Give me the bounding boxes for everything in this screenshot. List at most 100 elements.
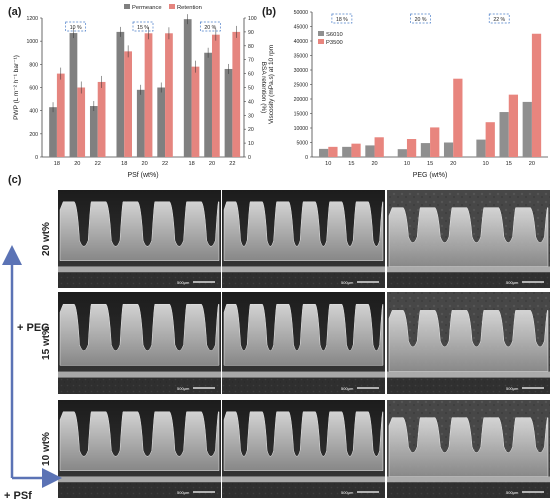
permeance-bar <box>224 68 233 157</box>
x-tick-label: 10 <box>325 161 331 167</box>
legend-label-s6010: S6010 <box>326 32 343 38</box>
x-tick-label: 22 <box>162 161 168 167</box>
y2-tick-label: 20 <box>248 127 254 133</box>
p3500-bar <box>485 122 495 157</box>
retention-bar <box>144 33 153 157</box>
peg-tag-box <box>199 21 221 32</box>
y-tick-label: 800 <box>29 62 38 68</box>
substrate-texture <box>387 272 550 288</box>
s6010-bar <box>443 142 454 157</box>
panel-b-label: (b) <box>262 6 276 18</box>
p3500-bar <box>351 143 361 157</box>
x-tick-label: 20 <box>209 161 215 167</box>
scale-bar-label: 500μm <box>341 490 354 495</box>
y-tick-label: 5000 <box>296 141 308 147</box>
membrane-profile <box>223 303 384 366</box>
peg-tag-label: 20 % <box>204 25 216 31</box>
legend-label-p3500: P3500 <box>326 40 343 46</box>
legend-swatch-retention <box>169 4 175 9</box>
support-layer <box>222 476 385 483</box>
y2-tick-label: 30 <box>248 113 254 119</box>
x-tick-label: 18 <box>188 161 194 167</box>
support-layer <box>387 371 550 378</box>
substrate-texture <box>222 377 385 394</box>
legend-label-retention: Retention <box>177 5 202 11</box>
s6010-bar <box>476 139 486 157</box>
chart-b: 0 5000 10000 15000 20000 25000 30000 35000 40000… <box>268 10 548 179</box>
row-label: 20 wt% <box>41 222 52 256</box>
y2-axis-title: BSA retention (%) <box>260 62 267 114</box>
p3500-bar <box>430 127 440 157</box>
retention-bar <box>77 87 86 157</box>
x-tick-label: 18 <box>54 161 60 167</box>
y-tick-label: 0 <box>35 155 38 161</box>
scale-bar-label: 500μm <box>177 280 190 285</box>
y2-tick-label: 90 <box>248 30 254 36</box>
y-axis-title: Viscosity (mPa.s) at 10 rpm <box>268 45 275 124</box>
panel-c-label: (c) <box>8 174 22 186</box>
scale-bar-label: 500μm <box>506 386 519 391</box>
chart-a: 0 200 400 600 800 1000 1200 0 10 20 30 40 50 60 70 80 90… <box>13 4 267 179</box>
support-layer <box>58 371 221 378</box>
y2-tick-label: 0 <box>248 155 251 161</box>
sem-image-r1-c3: 500μm <box>387 190 550 288</box>
p3500-bar <box>328 146 338 157</box>
membrane-profile <box>388 310 549 372</box>
p3500-bar <box>508 94 519 157</box>
sem-image-r1-c2: 500μm <box>222 190 385 288</box>
x-tick-label: 15 <box>427 161 433 167</box>
y2-tick-label: 100 <box>248 16 257 22</box>
x-tick-label: 20 <box>371 161 377 167</box>
x-tick-label: 20 <box>450 161 456 167</box>
scale-bar-label: 500μm <box>341 280 354 285</box>
y2-tick-label: 70 <box>248 58 254 64</box>
s6010-bar <box>319 148 329 157</box>
y2-tick-label: 50 <box>248 86 254 92</box>
retention-bar <box>165 33 173 157</box>
y-tick-label: 35000 <box>294 54 309 60</box>
membrane-profile <box>388 207 549 267</box>
sem-image-r2-c3: 500μm <box>387 292 550 394</box>
y-tick-label: 1000 <box>26 39 38 45</box>
sem-image-grid: 500μm 500μm 500μm 20 wt% 500μm 500μm 500μm 15 w… <box>41 190 550 498</box>
chart-a-bars <box>49 14 241 158</box>
y-tick-label: 1200 <box>26 16 38 22</box>
y-tick-label: 30000 <box>294 68 309 74</box>
legend-swatch-s6010 <box>318 31 324 36</box>
support-layer <box>387 476 550 483</box>
y-tick-label: 25000 <box>294 83 309 89</box>
peg-tag-box <box>132 21 154 32</box>
sem-image-r1-c1: 500μm <box>58 190 221 288</box>
retention-bar <box>56 73 65 157</box>
s6010-bar <box>365 145 375 157</box>
s6010-bar <box>342 146 352 157</box>
retention-bar <box>232 31 241 157</box>
p3500-bar <box>453 78 463 157</box>
y-tick-label: 400 <box>29 109 38 115</box>
y-tick-label: 45000 <box>294 25 309 31</box>
permeance-bar <box>157 87 166 157</box>
y-tick-label: 10000 <box>294 126 309 132</box>
chart-b-labels: 0 5000 10000 15000 20000 25000 30000 35000 40000… <box>268 10 535 179</box>
p3500-bar <box>406 139 417 157</box>
sem-image-r2-c2: 500μm <box>222 292 385 394</box>
p3500-bar <box>531 33 542 157</box>
legend-swatch-permeance <box>124 4 130 9</box>
support-layer <box>58 266 221 273</box>
chart-a-labels: 0 200 400 600 800 1000 1200 0 10 20 30 40 50 60 70 80 90… <box>13 4 267 179</box>
sem-image-r3-c1: 500μm <box>58 400 221 498</box>
y2-tick-label: 60 <box>248 72 254 78</box>
retention-bar <box>191 66 200 157</box>
membrane-profile <box>388 417 549 477</box>
permeance-bar <box>136 89 145 157</box>
permeance-bar <box>204 52 212 157</box>
substrate-texture <box>387 482 550 498</box>
x-tick-label: 15 <box>506 161 512 167</box>
y2-tick-label: 10 <box>248 141 254 147</box>
support-layer <box>387 266 550 273</box>
scale-bar-label: 500μm <box>341 386 354 391</box>
psf-tag-label: 20 % <box>415 17 427 23</box>
x-tick-label: 15 <box>348 161 354 167</box>
psf-tag-box <box>410 13 431 24</box>
chart-b-bars <box>319 33 542 157</box>
